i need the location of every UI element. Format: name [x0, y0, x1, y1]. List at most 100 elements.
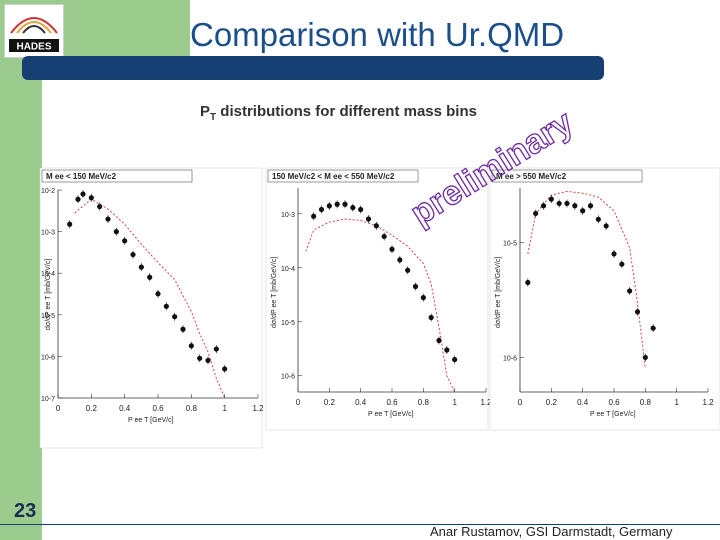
data-point: [428, 314, 434, 321]
data-point: [627, 288, 633, 294]
data-point: [67, 221, 73, 227]
data-point: [587, 203, 594, 209]
y-tick-label: 10-6: [281, 374, 295, 381]
x-tick-label: 0.2: [324, 398, 336, 407]
data-point: [548, 196, 554, 202]
y-tick-label: 10-4: [281, 266, 295, 273]
data-point: [397, 257, 403, 263]
data-point: [634, 309, 641, 315]
y-tick-label: 10-5: [41, 313, 55, 320]
data-point: [650, 325, 656, 331]
x-tick-label: 1: [222, 404, 227, 413]
panel-frame: [265, 167, 489, 431]
footer-text: Anar Rustamov, GSI Darmstadt, Germany: [430, 524, 673, 539]
panel-label-box: [267, 169, 419, 183]
data-point: [580, 208, 586, 214]
panel-label: 150 MeV/c2 < M ee < 550 MeV/c2: [272, 172, 395, 181]
panel-label: M ee < 150 MeV/c2: [46, 172, 117, 181]
y-tick-label: 10-6: [41, 354, 55, 361]
y-tick-label: 10-6: [503, 355, 517, 362]
x-tick-label: 0.8: [640, 398, 652, 407]
x-tick-label: 0: [56, 404, 61, 413]
data-point: [533, 210, 539, 217]
data-point: [105, 216, 111, 222]
data-point: [452, 356, 458, 363]
data-point: [97, 203, 103, 210]
x-tick-label: 1: [674, 398, 679, 407]
data-point: [213, 346, 219, 352]
data-point: [113, 229, 119, 235]
data-point: [197, 355, 203, 361]
x-tick-label: 0.6: [608, 398, 620, 407]
data-point: [619, 261, 625, 267]
model-curve: [305, 218, 456, 393]
model-curve: [74, 198, 226, 399]
data-point: [326, 203, 332, 209]
x-tick-label: 0.6: [386, 398, 398, 407]
y-tick-label: 10-2: [41, 188, 55, 195]
y-tick-label: 10-3: [281, 212, 295, 219]
panel-label-box: [41, 169, 193, 183]
subtitle-main: P: [200, 103, 211, 120]
data-point: [205, 357, 211, 364]
y-tick-label: 10-4: [41, 271, 55, 278]
data-point: [75, 196, 81, 202]
panel-frame: [39, 167, 263, 449]
slide-subtitle: PT distributions for different mass bins: [200, 103, 477, 123]
y-tick-label: 10-7: [41, 396, 55, 403]
data-point: [365, 216, 372, 222]
data-point: [342, 201, 348, 207]
x-axis-title: P ee T [GeV/c]: [368, 411, 414, 418]
data-point: [611, 251, 617, 257]
x-tick-label: 0.2: [86, 404, 98, 413]
data-point: [334, 201, 340, 207]
data-point: [572, 203, 578, 209]
data-point: [540, 203, 547, 209]
data-point: [444, 347, 450, 353]
data-point: [595, 216, 601, 222]
subtitle-sub: T: [210, 112, 217, 123]
data-point: [222, 366, 228, 372]
data-point: [420, 295, 426, 301]
y-tick-label: 10-5: [281, 320, 295, 327]
chart-panel-2: 150 MeV/c2 < M ee < 550 MeV/c2 0 0.2 0.4 0.6…: [265, 167, 492, 431]
data-point: [138, 264, 144, 270]
panel-frame: [489, 167, 720, 431]
data-point: [389, 246, 395, 252]
data-point: [80, 191, 86, 197]
slide-title: Comparison with Ur.QMD: [190, 16, 565, 53]
data-point: [436, 337, 442, 344]
data-point: [188, 343, 194, 349]
chart-panel-3: M ee > 550 MeV/c2 0 0.2 0.4 0.6 0.8 1 1.2 10-5 10…: [489, 167, 720, 431]
data-point: [163, 303, 169, 309]
x-tick-label: 0.4: [577, 398, 589, 407]
y-axis-title: dσ/dP ee T [mb/GeV/c]: [45, 259, 52, 330]
x-axis-title: P ee T [GeV/c]: [128, 417, 174, 424]
x-tick-label: 0.4: [119, 404, 131, 413]
data-point: [556, 200, 562, 207]
data-point: [381, 233, 387, 240]
x-axis-title: P ee T [GeV/c]: [590, 411, 636, 418]
y-tick-label: 10-3: [41, 230, 55, 237]
data-point: [412, 283, 419, 290]
title-underline-bar: [22, 56, 604, 80]
logo-text: HADES: [16, 42, 51, 53]
slide-number: 23: [14, 500, 37, 522]
subtitle-rest: distributions for different mass bins: [216, 103, 477, 120]
data-point: [172, 314, 178, 320]
y-axis-title: dσ/dP ee T [mb/GeV/c]: [271, 257, 278, 328]
data-point: [180, 326, 186, 332]
x-tick-label: 1.2: [480, 398, 492, 407]
y-axis-title: dσ/dP ee T [mb/GeV/c]: [495, 257, 502, 328]
x-tick-label: 1.2: [252, 404, 264, 413]
data-point: [603, 223, 609, 229]
x-tick-label: 0.8: [186, 404, 198, 413]
hades-logo: HADES: [4, 4, 64, 58]
data-point: [564, 200, 570, 207]
x-tick-label: 0: [518, 398, 523, 407]
data-point: [311, 213, 317, 219]
y-tick-label: 10-5: [503, 241, 517, 248]
data-point: [122, 238, 128, 244]
data-point: [405, 267, 411, 273]
